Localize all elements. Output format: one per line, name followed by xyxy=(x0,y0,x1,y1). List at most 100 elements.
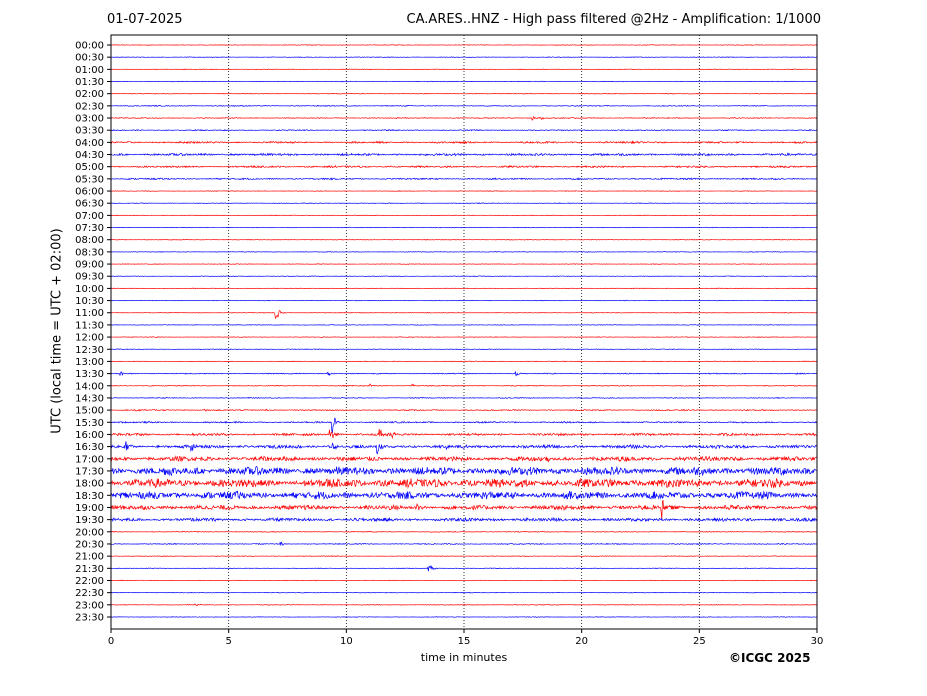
y-tick-label: 20:00 xyxy=(75,527,104,538)
trace-2000 xyxy=(111,530,817,533)
trace-1900 xyxy=(110,500,817,521)
y-tick-label: 08:30 xyxy=(75,247,104,258)
trace-0500 xyxy=(110,164,817,169)
y-tick-label: 12:30 xyxy=(75,345,104,356)
y-tick-label: 00:00 xyxy=(75,41,104,52)
trace-1730 xyxy=(110,465,817,477)
trace-2300 xyxy=(110,603,817,607)
y-tick-label: 12:00 xyxy=(75,333,104,344)
trace-1130 xyxy=(110,324,817,326)
y-tick-label: 02:30 xyxy=(75,101,104,112)
x-tick-label: 10 xyxy=(340,636,353,647)
y-tick-label: 23:30 xyxy=(75,612,104,623)
trace-0030 xyxy=(110,56,817,58)
trace-2230 xyxy=(110,591,817,594)
y-tick-label: 03:30 xyxy=(75,126,104,137)
trace-1030 xyxy=(110,299,817,302)
x-axis-label: time in minutes xyxy=(420,651,508,664)
trace-0730 xyxy=(110,226,817,229)
y-tick-label: 10:00 xyxy=(75,284,104,295)
y-tick-label: 21:30 xyxy=(75,564,104,575)
trace-1400 xyxy=(110,383,817,388)
seismic-traces xyxy=(110,44,817,618)
y-tick-label: 07:30 xyxy=(75,223,104,234)
trace-1530 xyxy=(110,417,817,434)
y-tick-label: 19:00 xyxy=(75,503,104,514)
x-tick-label: 15 xyxy=(458,636,471,647)
grid-lines xyxy=(228,35,700,629)
y-tick-label: 05:00 xyxy=(75,162,104,173)
y-tick-label: 09:00 xyxy=(75,260,104,271)
trace-0400 xyxy=(110,140,817,145)
trace-1000 xyxy=(110,287,817,290)
y-tick-label: 20:30 xyxy=(75,539,104,550)
y-tick-label: 10:30 xyxy=(75,296,104,307)
trace-0800 xyxy=(110,238,817,241)
trace-1200 xyxy=(110,336,817,338)
y-tick-label: 11:00 xyxy=(75,308,104,319)
y-tick-label: 16:30 xyxy=(75,442,104,453)
trace-1930 xyxy=(110,516,817,523)
y-tick-label: 11:30 xyxy=(75,320,104,331)
trace-1700 xyxy=(110,455,817,463)
y-tick-label: 14:30 xyxy=(75,393,104,404)
date-label: 01-07-2025 xyxy=(107,12,183,27)
trace-1300 xyxy=(111,360,817,363)
y-tick-label: 09:30 xyxy=(75,272,104,283)
y-tick-label: 23:00 xyxy=(75,600,104,611)
x-tick-label: 0 xyxy=(108,636,114,647)
y-tick-label: 18:30 xyxy=(75,491,104,502)
trace-0100 xyxy=(110,68,817,71)
y-tick-label: 05:30 xyxy=(75,174,104,185)
trace-1600 xyxy=(110,428,817,440)
y-tick-label: 02:00 xyxy=(75,89,104,100)
trace-1100 xyxy=(110,310,817,320)
y-tick-label: 18:00 xyxy=(75,479,104,490)
x-tick-label: 30 xyxy=(811,636,824,647)
trace-0700 xyxy=(110,214,817,217)
y-tick-label: 00:30 xyxy=(75,53,104,64)
trace-2130 xyxy=(110,565,817,572)
y-tick-label: 04:00 xyxy=(75,138,104,149)
y-tick-label: 15:30 xyxy=(75,418,104,429)
y-tick-label: 06:00 xyxy=(75,187,104,198)
trace-0430 xyxy=(110,152,817,157)
trace-0530 xyxy=(110,177,817,181)
trace-1630 xyxy=(110,441,817,455)
trace-0600 xyxy=(110,190,817,192)
y-tick-label: 19:30 xyxy=(75,515,104,526)
trace-2030 xyxy=(110,541,817,546)
copyright-label: ©ICGC 2025 xyxy=(729,651,811,665)
trace-0130 xyxy=(110,80,817,83)
x-tick-labels: 0 5 10 15 20 25 30 xyxy=(108,629,824,647)
trace-0830 xyxy=(110,251,817,253)
trace-0930 xyxy=(110,275,817,277)
y-tick-label: 21:00 xyxy=(75,552,104,563)
trace-0000 xyxy=(110,44,817,46)
trace-1800 xyxy=(110,477,817,489)
y-tick-label: 04:30 xyxy=(75,150,104,161)
trace-2100 xyxy=(110,555,817,557)
x-tick-label: 25 xyxy=(693,636,706,647)
trace-1430 xyxy=(110,396,817,399)
trace-1230 xyxy=(110,348,817,351)
trace-0900 xyxy=(110,263,817,265)
y-tick-label: 01:00 xyxy=(75,65,104,76)
y-tick-label: 13:30 xyxy=(75,369,104,380)
y-tick-label: 14:00 xyxy=(75,381,104,392)
x-tick-label: 20 xyxy=(575,636,588,647)
y-tick-label: 13:00 xyxy=(75,357,104,368)
trace-0200 xyxy=(110,92,817,95)
y-tick-label: 03:00 xyxy=(75,114,104,125)
y-tick-label: 06:30 xyxy=(75,199,104,210)
y-tick-label: 16:00 xyxy=(75,430,104,441)
trace-0330 xyxy=(110,129,817,132)
y-tick-label: 17:30 xyxy=(75,466,104,477)
x-tick-label: 5 xyxy=(225,636,231,647)
y-tick-label: 17:00 xyxy=(75,454,104,465)
chart-title: CA.ARES..HNZ - High pass filtered @2Hz -… xyxy=(406,12,821,27)
trace-2330 xyxy=(110,616,817,618)
trace-0630 xyxy=(110,202,817,205)
